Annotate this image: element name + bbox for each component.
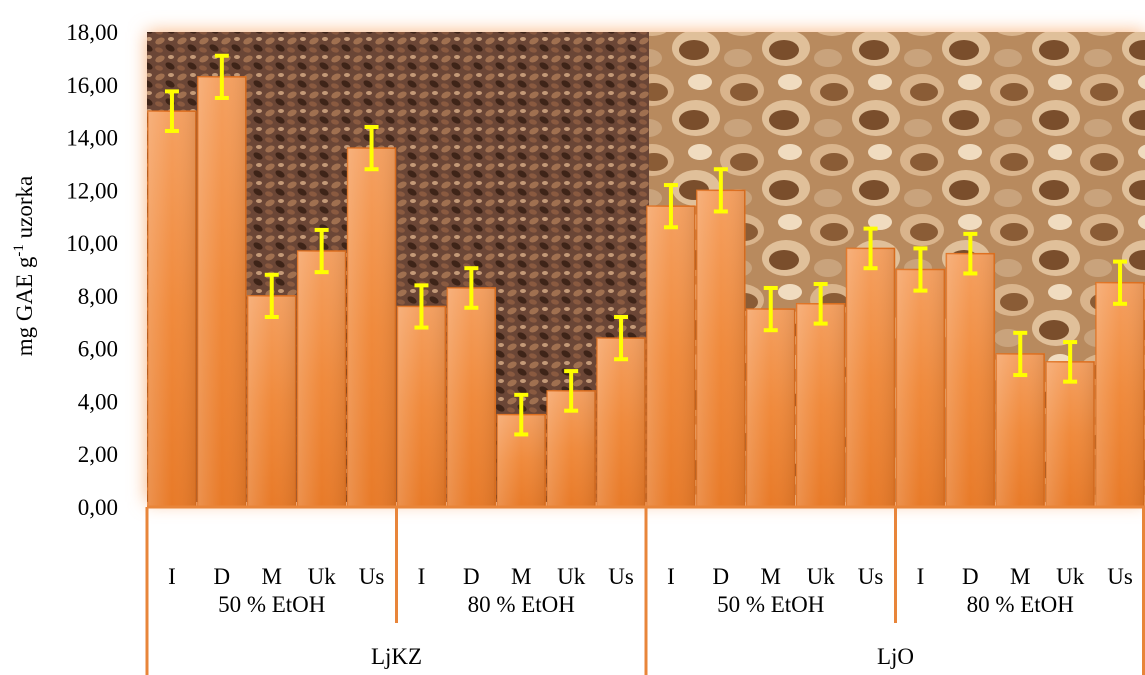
x-tick-label: Uk xyxy=(557,564,586,589)
x-tick-label: I xyxy=(418,564,426,589)
bar-highlight xyxy=(746,309,795,507)
error-bar xyxy=(813,282,828,326)
group-label: 50 % EtOH xyxy=(717,592,824,617)
y-axis: 0,00 2,00 4,00 6,00 8,00 10,00 12,00 14,00 16,00… xyxy=(66,20,118,520)
bar-highlight xyxy=(896,269,945,507)
error-bar xyxy=(713,167,728,214)
error-bar xyxy=(863,226,878,271)
bar-highlight xyxy=(946,253,995,507)
x-tick-label: M xyxy=(511,564,531,589)
bar-highlight xyxy=(247,295,296,507)
y-tick-label: 14,00 xyxy=(66,126,118,151)
x-tick-label: I xyxy=(917,564,925,589)
y-tick-label: 4,00 xyxy=(78,389,118,414)
bar-highlight xyxy=(696,190,745,508)
y-tick-label: 10,00 xyxy=(66,231,118,256)
bar-highlight xyxy=(347,148,396,507)
error-bar xyxy=(164,89,179,133)
y-tick-label: 8,00 xyxy=(78,284,118,309)
error-bar xyxy=(614,315,629,362)
error-bar xyxy=(564,369,579,413)
x-tick-label: Us xyxy=(359,564,385,589)
x-tick-label: I xyxy=(667,564,675,589)
x-tick-label: D xyxy=(214,564,231,589)
error-bar xyxy=(414,283,429,330)
x-tick-label: D xyxy=(463,564,480,589)
x-tick-label: D xyxy=(713,564,730,589)
bar-highlight xyxy=(148,111,196,508)
x-tick-label: M xyxy=(262,564,282,589)
x-tick-label: Us xyxy=(608,564,634,589)
bar-highlight xyxy=(297,251,346,507)
error-bar xyxy=(1063,340,1078,384)
error-bar xyxy=(264,272,279,319)
x-tick-label: Uk xyxy=(308,564,337,589)
y-tick-label: 16,00 xyxy=(66,73,118,98)
x-tick-label: D xyxy=(962,564,979,589)
group-label: 50 % EtOH xyxy=(218,592,325,617)
error-bar xyxy=(1113,259,1128,306)
bar-highlight xyxy=(1046,361,1095,507)
error-bar xyxy=(913,246,928,293)
bar-highlight xyxy=(597,338,645,507)
error-bars xyxy=(164,53,1128,437)
y-tick-label: 0,00 xyxy=(78,495,118,520)
bar-highlight xyxy=(397,306,446,507)
x-tick-label: Uk xyxy=(807,564,836,589)
x-tick-label: I xyxy=(168,564,176,589)
bar-highlight xyxy=(647,206,695,507)
error-bar xyxy=(364,125,379,172)
bar-highlight xyxy=(796,303,845,507)
y-axis-label: mg GAE g-1 uzorka xyxy=(11,176,37,357)
x-tick-label: Us xyxy=(1107,564,1133,589)
y-tick-label: 18,00 xyxy=(66,20,118,45)
y-tick-label: 6,00 xyxy=(78,337,118,362)
x-tick-label: Us xyxy=(858,564,884,589)
outer-group-label: LjO xyxy=(877,644,914,669)
x-tick-label: M xyxy=(1010,564,1030,589)
outer-group-label: LjKZ xyxy=(371,644,422,669)
y-tick-label: 2,00 xyxy=(78,442,118,467)
error-bar xyxy=(214,53,229,100)
x-axis: I D M Uk Us I D M Uk Us I D M Uk Us I D M Uk Us 50 % EtOH 80 … xyxy=(145,505,1145,675)
error-bar xyxy=(1013,330,1028,378)
error-bar xyxy=(763,285,778,333)
bar-highlight xyxy=(197,76,246,507)
error-bar xyxy=(514,392,529,437)
bar-highlight xyxy=(447,287,496,507)
y-tick-label: 12,00 xyxy=(66,178,118,203)
group-label: 80 % EtOH xyxy=(967,592,1074,617)
x-tick-label: Uk xyxy=(1056,564,1085,589)
error-bar xyxy=(963,231,978,276)
error-bar xyxy=(314,227,329,275)
bar-highlight xyxy=(846,248,895,507)
bar-highlight xyxy=(1096,282,1144,507)
error-bar xyxy=(663,183,678,230)
bar-highlight xyxy=(996,353,1045,507)
group-label: 80 % EtOH xyxy=(468,592,575,617)
error-bar xyxy=(464,266,479,310)
x-tick-label: M xyxy=(761,564,781,589)
